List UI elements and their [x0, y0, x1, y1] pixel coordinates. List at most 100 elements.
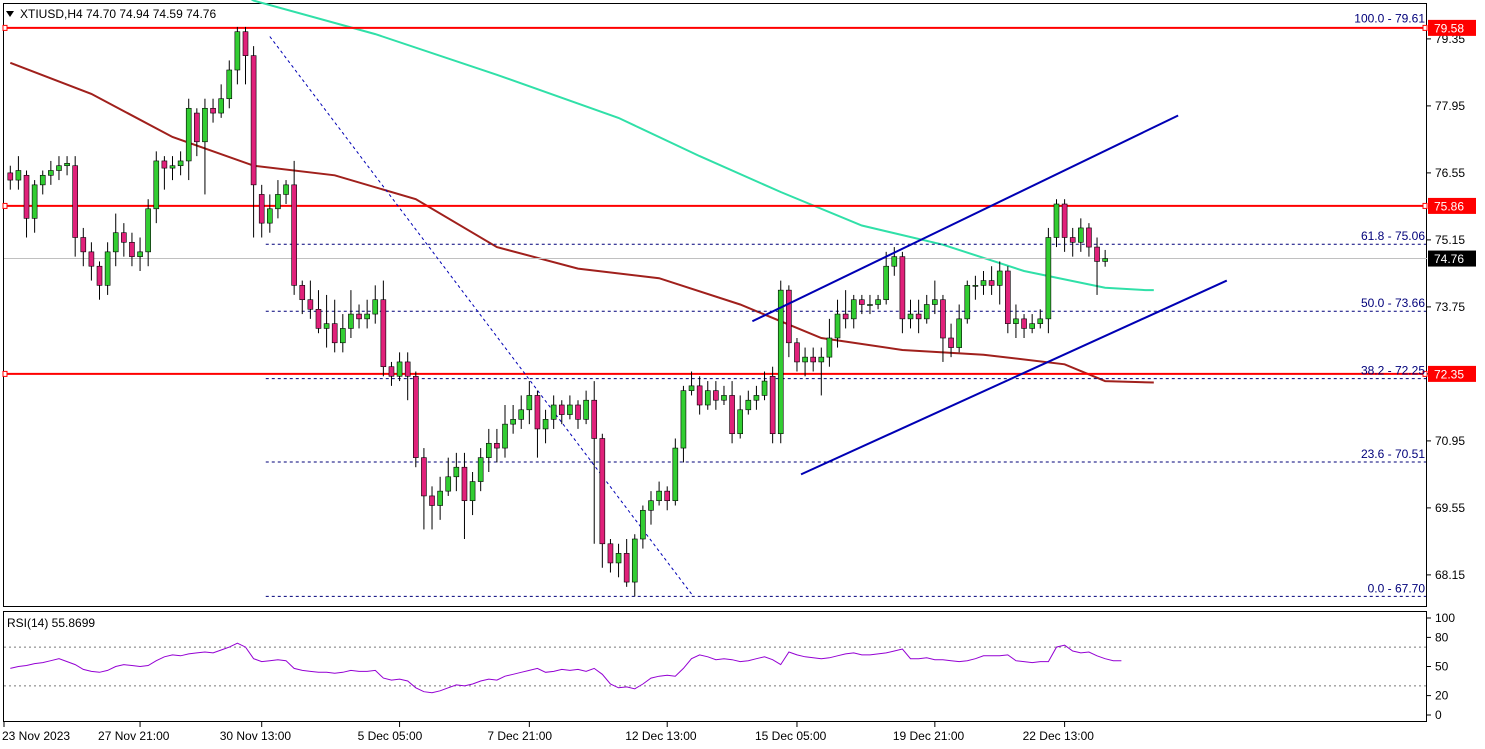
bullish-candle — [477, 457, 484, 482]
bearish-candle — [729, 395, 735, 435]
bullish-candle — [631, 538, 638, 583]
bullish-candle — [656, 490, 662, 502]
bullish-candle — [956, 318, 962, 348]
bearish-candle — [599, 438, 606, 545]
bullish-candle — [583, 399, 589, 420]
horizontal-levels-layer — [2, 24, 1428, 377]
bullish-candle — [907, 313, 914, 320]
bullish-candle — [721, 395, 727, 401]
bearish-candle — [940, 299, 946, 339]
bearish-candle — [575, 404, 581, 420]
bullish-candle — [518, 409, 525, 420]
bearish-candle — [421, 457, 427, 497]
bullish-candle — [1037, 318, 1044, 324]
bullish-candle — [1013, 318, 1019, 324]
bullish-candle — [777, 289, 784, 435]
bullish-candle — [964, 285, 971, 320]
fib-level-label: 100.0 - 79.61 — [1354, 11, 1425, 25]
bearish-candle — [948, 337, 954, 348]
bearish-candle — [1094, 246, 1100, 262]
bearish-candle — [842, 313, 849, 320]
bullish-candle — [502, 423, 508, 449]
dropdown-triangle-icon[interactable] — [6, 11, 14, 17]
bullish-candle — [39, 174, 46, 186]
bullish-candle — [1029, 323, 1035, 329]
bearish-candle — [315, 308, 322, 329]
level-anchor-right — [1422, 24, 1428, 31]
bullish-candle — [980, 280, 987, 286]
bearish-candle — [1069, 237, 1076, 243]
trendlines-layer — [751, 114, 1228, 476]
bullish-candle — [567, 404, 573, 415]
time-tick-label: 15 Dec 05:00 — [755, 729, 827, 743]
bullish-candle — [640, 509, 646, 540]
rsi-tick-label: 100 — [1435, 611, 1455, 625]
bullish-candle — [453, 466, 460, 478]
bullish-candle — [737, 409, 744, 435]
bearish-candle — [96, 265, 103, 286]
fib-level-label: 61.8 - 75.06 — [1361, 229, 1425, 243]
time-tick-label: 5 Dec 05:00 — [358, 729, 423, 743]
bullish-candle — [996, 270, 1003, 286]
bullish-candle — [372, 299, 379, 315]
time-tick-label: 22 Dec 13:00 — [1023, 729, 1095, 743]
bullish-candle — [1053, 203, 1060, 238]
bearish-candle — [210, 107, 216, 114]
bullish-candle — [615, 553, 622, 564]
bearish-candle — [307, 299, 314, 310]
time-tick-label: 27 Nov 21:00 — [98, 729, 170, 743]
bullish-candle — [891, 256, 898, 267]
rsi-line — [10, 642, 1122, 694]
moving-average-fast — [250, 0, 1154, 292]
bearish-candle — [1005, 270, 1011, 324]
bullish-candle — [510, 419, 516, 425]
bullish-candle — [469, 481, 476, 502]
bullish-candle — [932, 299, 938, 305]
time-tick-label: 23 Nov 2023 — [2, 729, 70, 743]
bullish-candle — [883, 265, 889, 301]
bearish-candle — [1061, 203, 1068, 238]
price-axis: 79.3577.9576.5575.1573.7572.3570.9569.55… — [1427, 19, 1476, 582]
bullish-candle — [802, 356, 808, 363]
bullish-candle — [834, 313, 841, 339]
fib-level-label: 38.2 - 72.25 — [1361, 364, 1425, 378]
bearish-candle — [291, 184, 297, 286]
time-axis: 23 Nov 2023 27 Nov 21:00 30 Nov 13:00 5 Dec… — [2, 722, 1094, 743]
bullish-candle — [972, 285, 979, 287]
bearish-candle — [429, 495, 435, 506]
main-panel-frame — [3, 3, 1427, 607]
bearish-candle — [129, 241, 135, 257]
bearish-candle — [591, 399, 598, 439]
level-price-tag — [1428, 365, 1476, 382]
bullish-candle — [704, 390, 711, 406]
bullish-candle — [850, 299, 857, 320]
rsi-layer: 100 80 50 20 0 — [4, 611, 1455, 722]
bearish-candle — [859, 299, 865, 305]
price-tick-label: 77.95 — [1435, 99, 1465, 113]
bearish-candle — [388, 366, 395, 377]
bullish-candle — [202, 107, 208, 143]
bearish-candle — [664, 490, 671, 502]
level-anchor-left — [2, 24, 8, 31]
price-tick-label: 73.75 — [1435, 300, 1465, 314]
bearish-candle — [242, 31, 249, 56]
bearish-candle — [250, 55, 257, 186]
bearish-candle — [988, 280, 995, 286]
bearish-candle — [1086, 227, 1092, 248]
bullish-candle — [923, 304, 930, 320]
bearish-candle — [1021, 318, 1027, 329]
level-anchor-right — [1422, 202, 1428, 209]
fibonacci-layer: 100.0 - 79.61 61.8 - 75.06 50.0 - 73.66 38.… — [265, 11, 1426, 597]
fib-diagonal-line — [269, 36, 692, 595]
bullish-candle — [15, 170, 22, 181]
bullish-candle — [1102, 258, 1108, 262]
bearish-candle — [412, 375, 419, 458]
bullish-candle — [550, 404, 557, 420]
price-tag-text: 79.58 — [1434, 21, 1464, 35]
bearish-candle — [331, 323, 338, 344]
bullish-candle — [867, 304, 873, 306]
bullish-candle — [875, 299, 881, 305]
bullish-candle — [745, 399, 752, 411]
rsi-tick-label: 80 — [1435, 630, 1449, 644]
bearish-candle — [558, 404, 565, 415]
